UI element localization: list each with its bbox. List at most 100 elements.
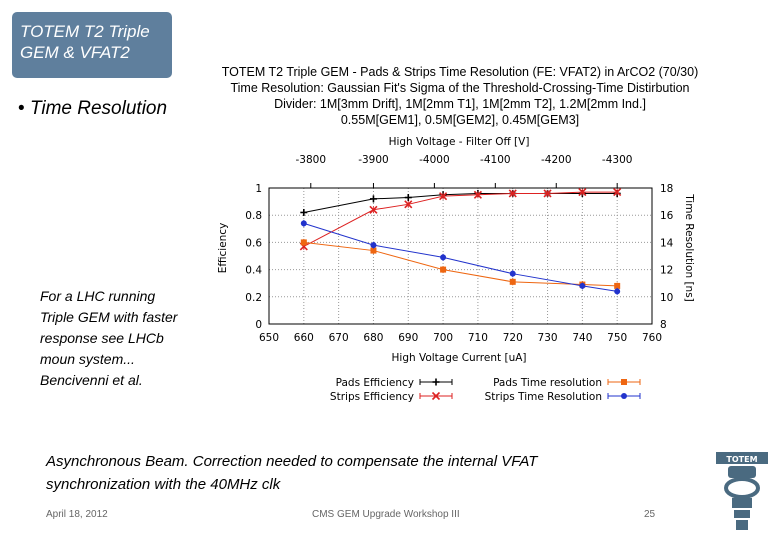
chart-title-line: 0.55M[GEM1], 0.5M[GEM2], 0.45M[GEM3]	[340, 113, 580, 127]
x2-tick-label: -3800	[296, 154, 327, 166]
y-tick-label: 0.2	[245, 292, 262, 304]
x-tick-label: 680	[363, 332, 383, 344]
bullet-text: Time Resolution	[29, 98, 168, 119]
y-tick-label: 0.4	[245, 265, 262, 277]
side-note: For a LHC running Triple GEM with faster…	[40, 288, 178, 388]
x2-tick-label: -4200	[541, 154, 572, 166]
data-point-series-0	[300, 208, 308, 216]
y-tick-label: 0.8	[245, 210, 262, 222]
bottom-note-line: Asynchronous Beam. Correction needed to …	[46, 453, 538, 470]
y2-tick-label: 10	[660, 292, 673, 304]
x2-tick-label: -4000	[419, 154, 450, 166]
marker-stroke	[439, 192, 448, 201]
y2-tick-label: 16	[660, 210, 674, 222]
y2-tick-label: 18	[660, 183, 673, 195]
bottom-note: Asynchronous Beam. Correction needed to …	[46, 450, 537, 496]
legend-marker	[431, 391, 441, 401]
bottom-note-line: synchronization with the 40MHz clk	[46, 476, 281, 493]
data-point-series-1	[404, 200, 413, 209]
chart-title-line: Divider: 1M[3mm Drift], 1M[2mm T1], 1M[2…	[274, 97, 646, 111]
data-point-series-1	[473, 190, 482, 199]
data-point-series-1	[508, 189, 517, 198]
marker-stroke	[404, 200, 413, 209]
chart-legend: Pads Efficiency Strips Efficiency Pads T…	[330, 377, 641, 403]
x-axis-label: High Voltage Current [uA]	[392, 352, 527, 364]
data-point-series-2	[300, 239, 307, 246]
x-tick-label: 730	[538, 332, 558, 344]
legend-label-strips-efficiency: Strips Efficiency	[330, 391, 414, 403]
marker-stroke	[473, 190, 482, 199]
data-point-series-3	[440, 254, 447, 261]
series-line-0	[303, 192, 618, 213]
y2-tick-label: 14	[660, 237, 674, 249]
x-tick-label: 700	[433, 332, 453, 344]
marker-stroke	[543, 189, 552, 198]
logo-banner	[716, 452, 768, 464]
data-point-series-0	[369, 195, 377, 203]
x-tick-label: 750	[607, 332, 627, 344]
x2-axis-label: High Voltage - Filter Off [V]	[389, 136, 530, 148]
data-point-series-3	[300, 220, 307, 227]
data-point-series-1	[439, 192, 448, 201]
marker-stroke	[431, 391, 441, 401]
y-tick-label: 0	[255, 319, 262, 331]
chart-title: TOTEM T2 Triple GEM - Pads & Strips Time…	[186, 64, 734, 128]
y2-tick-label: 12	[660, 265, 673, 277]
data-point-series-0	[404, 194, 412, 202]
x-tick-label: 660	[294, 332, 314, 344]
bullet-time-resolution: • Time Resolution	[18, 96, 167, 121]
data-point-series-3	[579, 282, 586, 289]
y2-axis-label: Time Resolution [ns]	[683, 193, 695, 302]
x-tick-label: 740	[572, 332, 592, 344]
logo-totem-face	[724, 477, 760, 499]
x-tick-label: 760	[642, 332, 662, 344]
data-point-series-1	[613, 188, 622, 197]
x-tick-label: 690	[398, 332, 418, 344]
legend-label-pads-time-resolution: Pads Time resolution	[493, 377, 602, 389]
bullet-marker: •	[18, 98, 25, 119]
x-tick-label: 720	[503, 332, 523, 344]
data-point-series-2	[509, 278, 516, 285]
x2-tick-label: -3900	[358, 154, 389, 166]
data-point-series-3	[509, 270, 516, 277]
y2-tick-label: 8	[660, 319, 667, 331]
legend-marker	[621, 379, 627, 385]
y-tick-label: 1	[255, 183, 262, 195]
y-axis-label: Efficiency	[217, 223, 229, 274]
logo-totem-base	[734, 510, 750, 518]
series-line-3	[303, 222, 618, 292]
marker-stroke	[508, 189, 517, 198]
x-tick-label: 650	[259, 332, 279, 344]
data-point-series-1	[369, 205, 378, 214]
legend-label-pads-efficiency: Pads Efficiency	[336, 377, 414, 389]
logo-totem-foot	[736, 520, 748, 530]
data-point-series-2	[370, 247, 377, 254]
x2-tick-label: -4100	[480, 154, 511, 166]
series-line-2	[303, 241, 618, 287]
legend-marker	[621, 393, 627, 399]
data-point-series-2	[440, 266, 447, 273]
data-point-series-3	[370, 242, 377, 249]
logo-totem-body	[732, 498, 752, 508]
plot-frame	[268, 187, 653, 325]
x-tick-label: 670	[329, 332, 349, 344]
logo-totem-top	[728, 466, 756, 478]
legend-label-strips-time-resolution: Strips Time Resolution	[485, 391, 602, 403]
marker-stroke	[369, 205, 378, 214]
legend-marker	[432, 378, 440, 386]
data-point-series-1	[578, 188, 587, 197]
chart-title-line: Time Resolution: Gaussian Fit's Sigma of…	[230, 81, 690, 95]
y-tick-label: 0.6	[245, 237, 262, 249]
footer-page-number: 25	[644, 509, 656, 520]
data-point-series-2	[614, 282, 621, 289]
footer-workshop: CMS GEM Upgrade Workshop III	[312, 509, 460, 520]
footer-date: April 18, 2012	[46, 509, 108, 520]
x-tick-label: 710	[468, 332, 488, 344]
marker-stroke	[578, 188, 587, 197]
data-point-series-1	[543, 189, 552, 198]
chart-title-line: TOTEM T2 Triple GEM - Pads & Strips Time…	[221, 65, 699, 79]
x2-tick-label: -4300	[602, 154, 633, 166]
totem-logo: TOTEM	[716, 452, 768, 530]
marker-stroke	[613, 188, 622, 197]
